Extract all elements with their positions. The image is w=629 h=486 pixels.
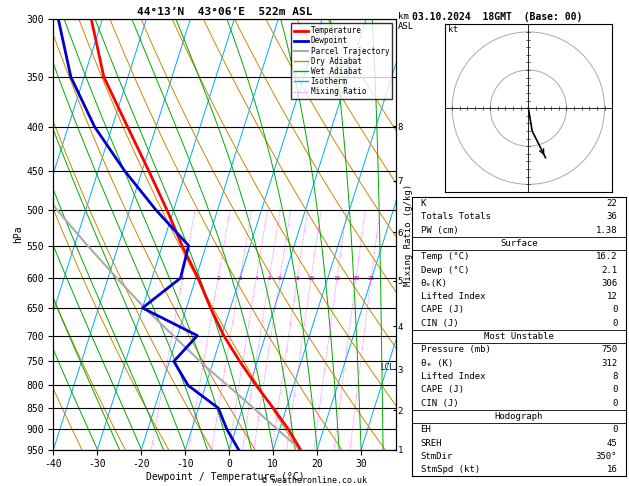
Text: K: K	[421, 199, 426, 208]
Text: Pressure (mb): Pressure (mb)	[421, 346, 491, 354]
Text: 25: 25	[367, 276, 375, 280]
Text: 16.2: 16.2	[596, 252, 617, 261]
Text: Lifted Index: Lifted Index	[421, 372, 485, 381]
Text: 1.38: 1.38	[596, 226, 617, 235]
Text: 306: 306	[601, 279, 617, 288]
Text: CAPE (J): CAPE (J)	[421, 385, 464, 394]
Text: Totals Totals: Totals Totals	[421, 212, 491, 221]
Text: 36: 36	[606, 212, 617, 221]
Text: EH: EH	[421, 425, 431, 434]
Text: Hodograph: Hodograph	[495, 412, 543, 421]
Text: Surface: Surface	[500, 239, 538, 248]
Text: ASL: ASL	[398, 22, 414, 31]
Text: StmDir: StmDir	[421, 452, 453, 461]
Text: SREH: SREH	[421, 438, 442, 448]
Text: 16: 16	[606, 465, 617, 474]
Y-axis label: Mixing Ratio (g/kg): Mixing Ratio (g/kg)	[404, 183, 413, 286]
Text: 8: 8	[296, 276, 299, 280]
Text: 750: 750	[601, 346, 617, 354]
Title: 44°13’N  43°06’E  522m ASL: 44°13’N 43°06’E 522m ASL	[137, 7, 313, 17]
Text: 1: 1	[181, 276, 184, 280]
Text: 350°: 350°	[596, 452, 617, 461]
Text: 20: 20	[352, 276, 360, 280]
Text: PW (cm): PW (cm)	[421, 226, 458, 235]
Text: 10: 10	[308, 276, 315, 280]
Text: Dewp (°C): Dewp (°C)	[421, 265, 469, 275]
Text: 45: 45	[606, 438, 617, 448]
Text: 0: 0	[612, 425, 617, 434]
Text: StmSpd (kt): StmSpd (kt)	[421, 465, 480, 474]
Text: 4: 4	[254, 276, 258, 280]
Text: 2.1: 2.1	[601, 265, 617, 275]
Text: Temp (°C): Temp (°C)	[421, 252, 469, 261]
Text: 0: 0	[612, 319, 617, 328]
Text: CAPE (J): CAPE (J)	[421, 305, 464, 314]
Text: kt: kt	[448, 25, 459, 34]
Text: 312: 312	[601, 359, 617, 368]
Legend: Temperature, Dewpoint, Parcel Trajectory, Dry Adiabat, Wet Adiabat, Isotherm, Mi: Temperature, Dewpoint, Parcel Trajectory…	[291, 23, 392, 99]
Text: km: km	[398, 12, 408, 21]
Text: 22: 22	[606, 199, 617, 208]
Text: 0: 0	[612, 385, 617, 394]
Text: CIN (J): CIN (J)	[421, 319, 458, 328]
Text: 5: 5	[267, 276, 271, 280]
Text: 15: 15	[333, 276, 341, 280]
Text: 0: 0	[612, 399, 617, 408]
Text: 3: 3	[238, 276, 242, 280]
Text: 0: 0	[612, 305, 617, 314]
Text: LCL: LCL	[380, 363, 394, 372]
Text: 2: 2	[216, 276, 220, 280]
Text: θₑ (K): θₑ (K)	[421, 359, 453, 368]
Y-axis label: hPa: hPa	[13, 226, 23, 243]
X-axis label: Dewpoint / Temperature (°C): Dewpoint / Temperature (°C)	[145, 472, 304, 482]
Text: CIN (J): CIN (J)	[421, 399, 458, 408]
Text: Lifted Index: Lifted Index	[421, 292, 485, 301]
Text: 12: 12	[606, 292, 617, 301]
Text: 03.10.2024  18GMT  (Base: 00): 03.10.2024 18GMT (Base: 00)	[412, 12, 582, 22]
Text: 6: 6	[278, 276, 282, 280]
Text: θₑ(K): θₑ(K)	[421, 279, 447, 288]
Text: 8: 8	[612, 372, 617, 381]
Text: © weatheronline.co.uk: © weatheronline.co.uk	[262, 476, 367, 485]
Text: Most Unstable: Most Unstable	[484, 332, 554, 341]
